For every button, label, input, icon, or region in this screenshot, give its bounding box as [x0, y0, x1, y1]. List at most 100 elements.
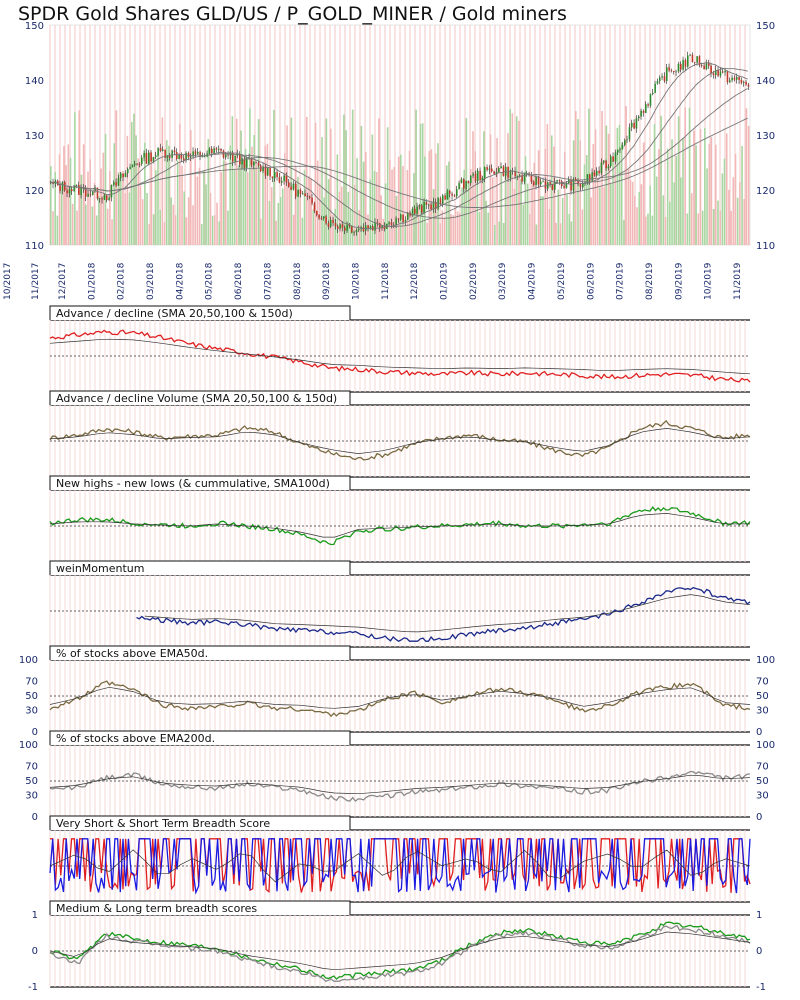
volume-bar [529, 214, 531, 245]
volume-bar [141, 199, 144, 245]
volume-bar [585, 155, 588, 245]
volume-bar [485, 200, 487, 245]
candle-body [530, 175, 533, 182]
candle-body [264, 166, 267, 176]
date-tick-label: 04/2019 [528, 262, 538, 300]
candle-body [204, 156, 206, 158]
candle-body [290, 186, 292, 190]
volume-bar [502, 222, 505, 245]
volume-bar [205, 184, 207, 245]
candle-body [591, 172, 593, 181]
candle-body [507, 166, 509, 178]
volume-bar [730, 210, 732, 245]
panel-tick-left: 100 [19, 655, 38, 666]
candle-body [262, 166, 264, 172]
date-tick-label: 05/2018 [205, 262, 215, 300]
volume-bar [360, 125, 363, 245]
panel-tick-left: -1 [28, 982, 38, 993]
candle-body [68, 189, 71, 194]
candle-body [66, 190, 68, 194]
volume-bar [316, 160, 319, 245]
candle-body [661, 76, 663, 78]
candle-body [708, 63, 710, 66]
volume-bar [54, 171, 56, 245]
candle-body [407, 212, 409, 220]
volume-bar [734, 154, 737, 245]
candle-body [241, 158, 243, 165]
candle-body [297, 189, 299, 197]
volume-bar [697, 213, 700, 245]
date-tick-label: 10/2017 [3, 263, 13, 300]
volume-bar [620, 142, 623, 245]
candle-body [103, 195, 106, 200]
candle-body [691, 54, 694, 63]
price-tick-left: 130 [25, 131, 44, 142]
volume-bar [85, 204, 87, 245]
candle-body [680, 63, 682, 70]
candle-body [59, 185, 61, 191]
volume-bar [52, 211, 54, 245]
volume-bar [200, 223, 203, 245]
volume-bar [76, 210, 78, 245]
volume-bar [102, 152, 105, 245]
volume-bar [723, 158, 726, 245]
candle-body [155, 155, 157, 158]
panel-tick-right: 70 [756, 762, 769, 773]
candle-body [743, 81, 745, 83]
candle-body [502, 166, 505, 176]
volume-bar [179, 123, 181, 245]
volume-bar [332, 214, 334, 245]
volume-bar [410, 214, 413, 245]
candle-body [138, 164, 141, 165]
volume-bar [137, 158, 140, 245]
candle-body [523, 173, 526, 182]
price-tick-right: 140 [756, 76, 775, 87]
volume-bar [728, 189, 730, 245]
volume-bar [174, 215, 177, 245]
candle-body [341, 224, 344, 228]
candle-body [269, 167, 271, 177]
candle-body [73, 185, 75, 192]
volume-bar [128, 192, 131, 245]
panel-label-tab [49, 475, 351, 490]
volume-bar [653, 124, 656, 245]
candle-body [152, 157, 155, 162]
volume-bar [638, 191, 641, 245]
candle-body [418, 205, 421, 207]
panel-tick-right: 0 [756, 812, 762, 823]
candle-body [705, 63, 708, 70]
candle-body [257, 162, 260, 166]
volume-bar [568, 213, 571, 245]
volume-bar [588, 108, 590, 245]
volume-bar [413, 173, 415, 245]
volume-bar [319, 183, 321, 245]
volume-bar [533, 162, 536, 245]
candle-body [607, 166, 610, 169]
volume-bar [614, 157, 616, 245]
volume-bar [535, 224, 538, 245]
candle-body [430, 204, 432, 210]
candle-body [192, 151, 194, 157]
panel-label: % of stocks above EMA50d. [56, 647, 208, 660]
volume-bar [356, 158, 358, 245]
candle-body [393, 224, 395, 226]
volume-bar [150, 154, 153, 245]
volume-bar [111, 219, 113, 245]
panel-label-tab [49, 900, 351, 915]
volume-bar [671, 139, 673, 245]
candle-body [211, 148, 213, 154]
volume-bar [139, 186, 142, 245]
series-line [49, 921, 751, 980]
candle-body [670, 70, 673, 72]
candle-body [309, 196, 311, 198]
volume-bar [428, 151, 431, 245]
panel-tick-left: 50 [25, 776, 38, 787]
candle-body [731, 77, 733, 81]
candle-body [554, 181, 556, 190]
series-line [49, 329, 751, 383]
volume-bar [225, 161, 227, 245]
candle-body [339, 224, 341, 229]
volume-bar [159, 209, 161, 245]
candle-body [376, 222, 379, 224]
volume-bar [557, 189, 560, 245]
